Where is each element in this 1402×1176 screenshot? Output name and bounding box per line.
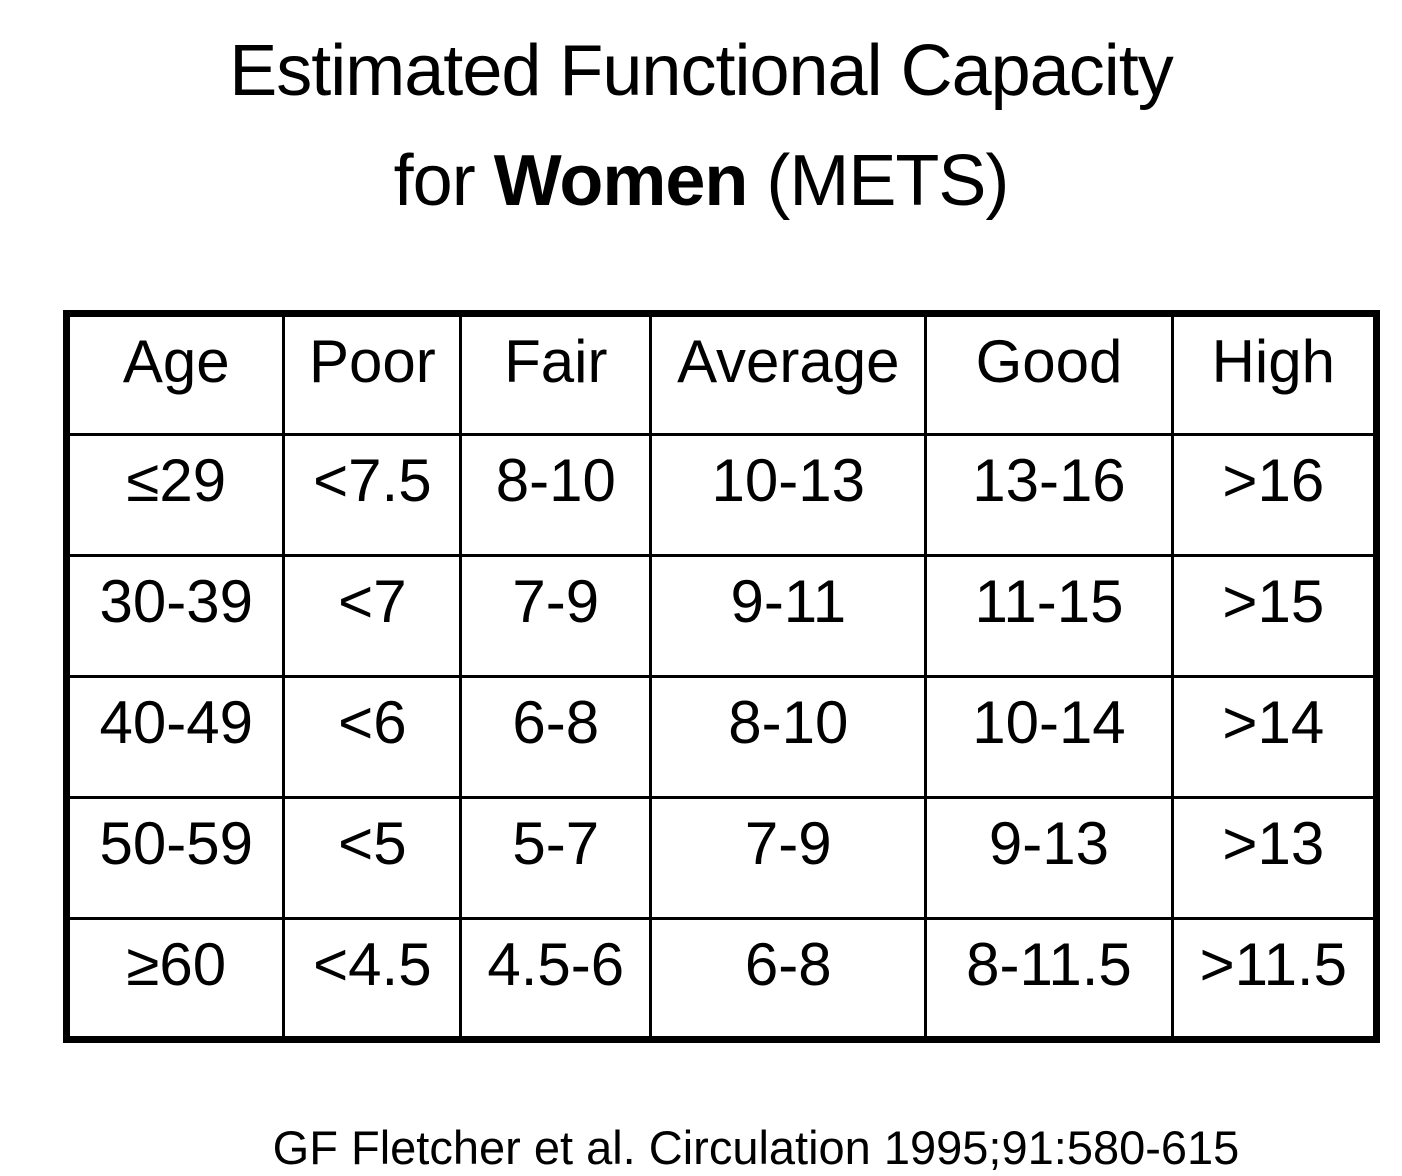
table-row-30-39: 30-39 <7 7-9 9-11 11-15 >15 <box>64 554 1379 678</box>
title-line-2-prefix: for <box>393 141 494 221</box>
table-cell: 7-9 <box>459 554 653 678</box>
table-row-50-59: 50-59 <5 5-7 7-9 9-13 >13 <box>64 796 1379 920</box>
table-cell: <6 <box>282 675 463 799</box>
table-cell: 7-9 <box>649 796 928 920</box>
table-cell: <4.5 <box>282 917 463 1041</box>
column-header-fair: Fair <box>459 312 653 436</box>
column-header-average: Average <box>649 312 928 436</box>
table-cell: 9-13 <box>924 796 1174 920</box>
table-cell: 5-7 <box>459 796 653 920</box>
age-cell: 40-49 <box>64 675 286 799</box>
table-cell: 13-16 <box>924 433 1174 557</box>
title-line-2: for Women (METS) <box>0 126 1402 236</box>
age-cell: ≥60 <box>64 917 286 1041</box>
table-cell: >14 <box>1170 675 1379 799</box>
table-cell: 8-10 <box>459 433 653 557</box>
age-cell: 50-59 <box>64 796 286 920</box>
table-cell: <7 <box>282 554 463 678</box>
table-cell: 10-14 <box>924 675 1174 799</box>
table-cell: 10-13 <box>649 433 928 557</box>
table-row-under-29: ≤29 <7.5 8-10 10-13 13-16 >16 <box>64 433 1379 557</box>
age-cell: ≤29 <box>64 433 286 557</box>
title-line-2-suffix: (METS) <box>747 141 1009 221</box>
column-header-high: High <box>1170 312 1379 436</box>
table-cell: 6-8 <box>459 675 653 799</box>
table-cell: 4.5-6 <box>459 917 653 1041</box>
table-cell: <5 <box>282 796 463 920</box>
slide-title: Estimated Functional Capacity for Women … <box>0 16 1402 236</box>
table-cell: >16 <box>1170 433 1379 557</box>
table-row-40-49: 40-49 <6 6-8 8-10 10-14 >14 <box>64 675 1379 799</box>
functional-capacity-table: Age Poor Fair Average Good High ≤29 <7.5… <box>63 310 1380 1043</box>
column-header-age: Age <box>64 312 286 436</box>
header-row: Age Poor Fair Average Good High <box>64 312 1379 436</box>
title-line-1: Estimated Functional Capacity <box>229 31 1173 111</box>
table-cell: 11-15 <box>924 554 1174 678</box>
table-row-over-60: ≥60 <4.5 4.5-6 6-8 8-11.5 >11.5 <box>64 917 1379 1041</box>
table-cell: 9-11 <box>649 554 928 678</box>
citation: GF Fletcher et al. Circulation 1995;91:5… <box>272 1121 1240 1174</box>
table-cell: 6-8 <box>649 917 928 1041</box>
column-header-poor: Poor <box>282 312 463 436</box>
column-header-good: Good <box>924 312 1174 436</box>
table-cell: 8-11.5 <box>924 917 1174 1041</box>
table-cell: >11.5 <box>1170 917 1379 1041</box>
table-cell: <7.5 <box>282 433 463 557</box>
table-cell: >15 <box>1170 554 1379 678</box>
age-cell: 30-39 <box>64 554 286 678</box>
table-cell: >13 <box>1170 796 1379 920</box>
title-women-bold: Women <box>493 141 749 221</box>
table-cell: 8-10 <box>649 675 928 799</box>
